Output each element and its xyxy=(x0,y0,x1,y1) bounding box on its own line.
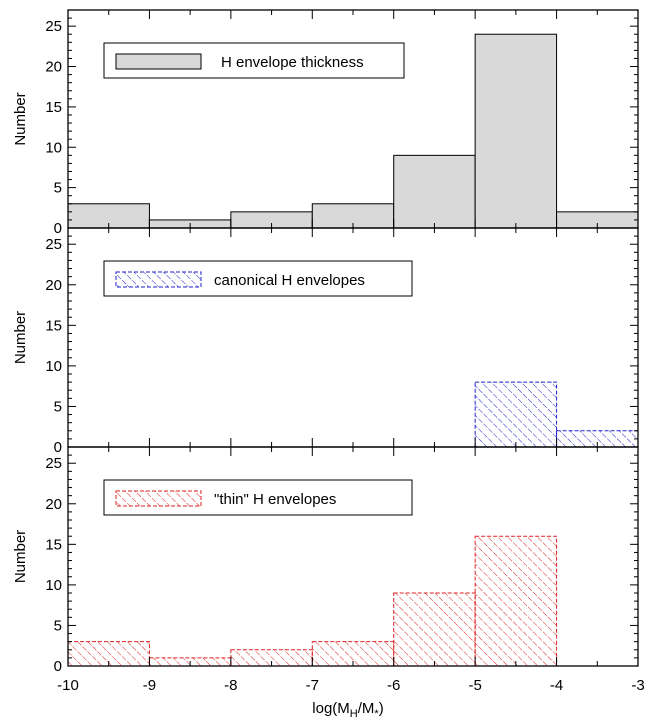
y-tick-label: 10 xyxy=(45,358,62,375)
x-tick-label: -9 xyxy=(143,677,156,694)
legend: "thin" H envelopes xyxy=(103,479,413,516)
y-tick-label: 0 xyxy=(54,439,62,456)
legend-label: "thin" H envelopes xyxy=(214,491,336,508)
y-tick-label: 5 xyxy=(54,617,62,634)
legend-label: canonical H envelopes xyxy=(214,272,365,289)
y-tick-label: 15 xyxy=(45,317,62,334)
y-tick-label: 5 xyxy=(54,180,62,197)
bar-3-6 xyxy=(474,535,558,667)
y-tick-label: 0 xyxy=(54,658,62,675)
x-tick-label: -10 xyxy=(57,677,79,694)
y-axis-label: Number xyxy=(12,311,29,364)
bar-1-6 xyxy=(474,33,558,229)
y-tick-label: 20 xyxy=(45,277,62,294)
y-tick-label: 15 xyxy=(45,536,62,553)
panel-1: 0 5 10 15 20 25 Number H envelope thickness xyxy=(12,9,639,237)
bar-1-5 xyxy=(393,154,476,229)
y-tick-label: 0 xyxy=(54,220,62,237)
bar-2-6 xyxy=(474,381,558,448)
y-tick-label: 5 xyxy=(54,398,62,415)
y-tick-label: 20 xyxy=(45,59,62,76)
x-axis-label: log(MH/M*) xyxy=(312,700,383,720)
legend: H envelope thickness xyxy=(103,42,405,79)
panel-2: 0 5 10 15 20 25 Number canonical H envelopes xyxy=(12,227,639,456)
x-tick-label: -6 xyxy=(387,677,400,694)
legend: canonical H envelopes xyxy=(103,260,413,297)
panel-3: 0 5 10 15 20 25 Number "thin" H envelopes xyxy=(12,446,639,675)
legend-swatch xyxy=(115,490,202,507)
y-tick-label: 25 xyxy=(45,18,62,35)
y-axis-label: Number xyxy=(12,530,29,583)
y-tick-label: 20 xyxy=(45,496,62,513)
x-tick-label: -4 xyxy=(550,677,563,694)
y-tick-label: 25 xyxy=(45,455,62,472)
y-tick-label: 15 xyxy=(45,99,62,116)
legend-swatch xyxy=(115,271,202,288)
y-tick-label: 25 xyxy=(45,236,62,253)
legend-swatch xyxy=(115,53,202,70)
legend-label: H envelope thickness xyxy=(221,54,364,71)
y-axis-label: Number xyxy=(12,92,29,145)
y-tick-label: 10 xyxy=(45,139,62,156)
x-tick-label: -3 xyxy=(631,677,644,694)
x-tick-label: -5 xyxy=(468,677,481,694)
y-tick-label: 10 xyxy=(45,577,62,594)
bar-3-5 xyxy=(393,592,476,667)
x-tick-label: -8 xyxy=(224,677,237,694)
x-tick-label: -7 xyxy=(306,677,319,694)
